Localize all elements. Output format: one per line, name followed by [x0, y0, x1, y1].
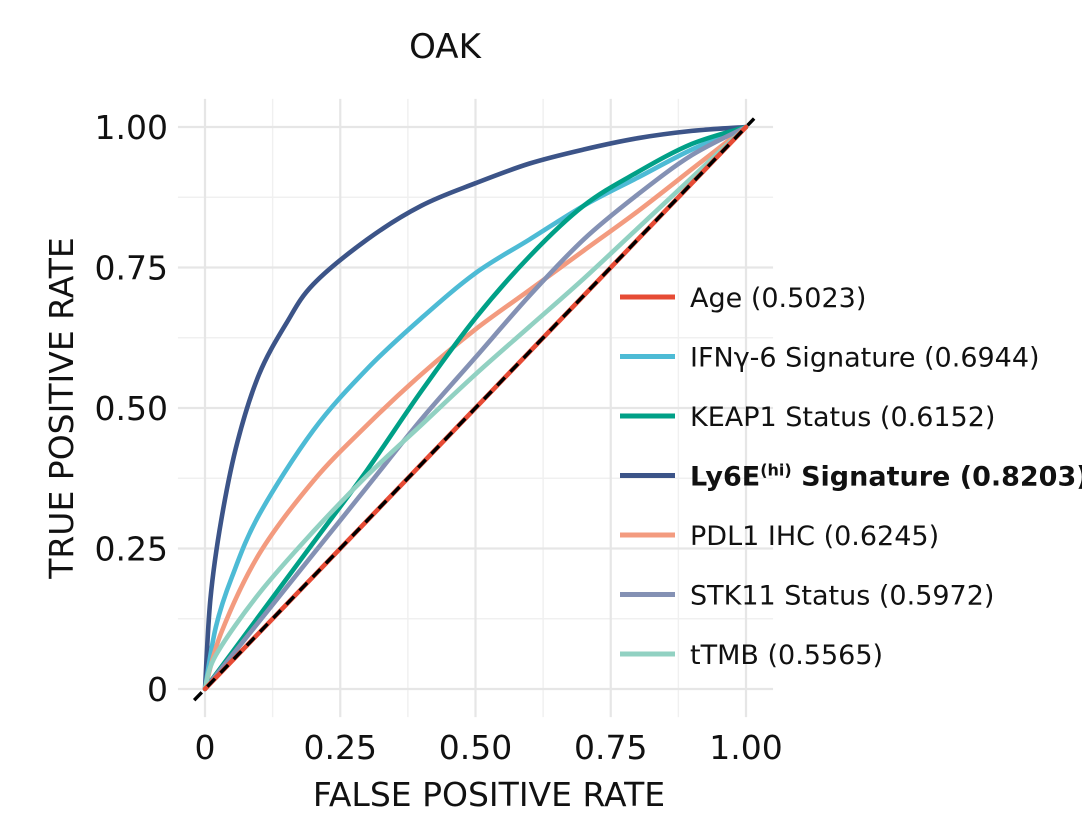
legend-item: Ly6E(hi) Signature (0.8203): [620, 461, 1082, 493]
roc-curve-keap1-status: [202, 124, 749, 692]
roc-curve-ifn-6-signature: [202, 124, 749, 692]
legend-label: STK11 Status (0.5972): [690, 581, 994, 612]
legend-label: Age (0.5023): [690, 283, 866, 314]
legend-item: KEAP1 Status (0.6152): [620, 402, 995, 433]
legend-item: Age (0.5023): [620, 283, 866, 314]
x-tick-label: 0.50: [439, 728, 512, 767]
y-tick-label: 0.50: [95, 389, 168, 428]
legend-item: PDL1 IHC (0.6245): [620, 521, 939, 552]
y-tick-label: 1.00: [95, 108, 168, 147]
legend-label: Ly6E(hi) Signature (0.8203): [690, 461, 1082, 493]
roc-curve-stk11-status: [202, 124, 749, 692]
roc-curve-pdl1-ihc: [202, 124, 749, 692]
roc-curve-ly6e: [202, 124, 749, 692]
y-tick-label: 0.75: [95, 249, 168, 288]
legend-item: tTMB (0.5565): [620, 640, 883, 671]
roc-curve-ttmb: [202, 124, 749, 692]
y-tick-label: 0: [147, 670, 168, 709]
x-tick-label: 0.75: [574, 728, 647, 767]
x-axis-ticks: 0 0.25 0.50 0.75 1.00: [195, 728, 783, 767]
y-axis-ticks: 0 0.25 0.50 0.75 1.00: [95, 108, 168, 709]
legend-item: STK11 Status (0.5972): [620, 581, 994, 612]
y-tick-label: 0.25: [95, 530, 168, 569]
chart-title: OAK: [409, 27, 482, 67]
legend-label: tTMB (0.5565): [690, 640, 883, 671]
x-tick-label: 1.00: [709, 728, 782, 767]
y-axis-label: TRUE POSITIVE RATE: [42, 237, 81, 580]
reference-diagonal-line: [192, 117, 756, 702]
legend-label: IFNγ-6 Signature (0.6944): [690, 343, 1040, 374]
x-tick-label: 0.25: [304, 728, 377, 767]
legend-label: PDL1 IHC (0.6245): [690, 521, 939, 552]
legend: Age (0.5023) IFNγ-6 Signature (0.6944) KEA…: [620, 283, 1082, 671]
legend-label: KEAP1 Status (0.6152): [690, 402, 995, 433]
legend-item: IFNγ-6 Signature (0.6944): [620, 343, 1040, 374]
x-axis-label: FALSE POSITIVE RATE: [313, 775, 665, 814]
x-tick-label: 0: [195, 728, 216, 767]
